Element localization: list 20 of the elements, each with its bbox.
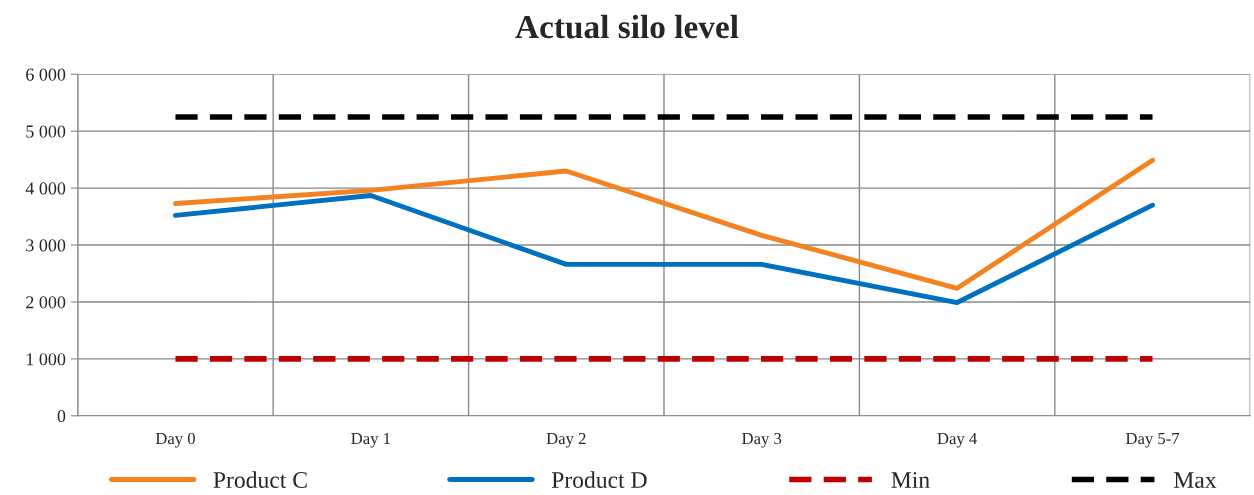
line-series [173, 193, 1155, 305]
y-tick-label: 4 000 [25, 182, 66, 195]
line-series [173, 157, 1155, 291]
legend-label: Product D [551, 471, 647, 488]
y-tick-label: 6 000 [26, 68, 66, 81]
x-tick-label: Day 5-7 [1125, 433, 1180, 448]
y-tick-label: 0 [57, 410, 66, 423]
legend-label: Max [1174, 472, 1217, 488]
legend-label: Min [891, 472, 930, 488]
x-tick-label: Day 2 [546, 432, 586, 448]
x-tick-label: Day 1 [351, 432, 390, 448]
legend-label: Product C [213, 471, 307, 488]
y-tick-label: 5 000 [26, 125, 66, 138]
x-tick-label: Day 0 [155, 432, 195, 448]
y-tick-label: 2 000 [26, 296, 66, 309]
y-tick-label: 1 000 [26, 353, 66, 366]
chart-title: Actual silo level [515, 14, 739, 39]
x-tick-label: Day 3 [742, 432, 782, 448]
x-tick-label: Day 4 [937, 433, 977, 448]
y-tick-label: 3 000 [26, 239, 66, 252]
